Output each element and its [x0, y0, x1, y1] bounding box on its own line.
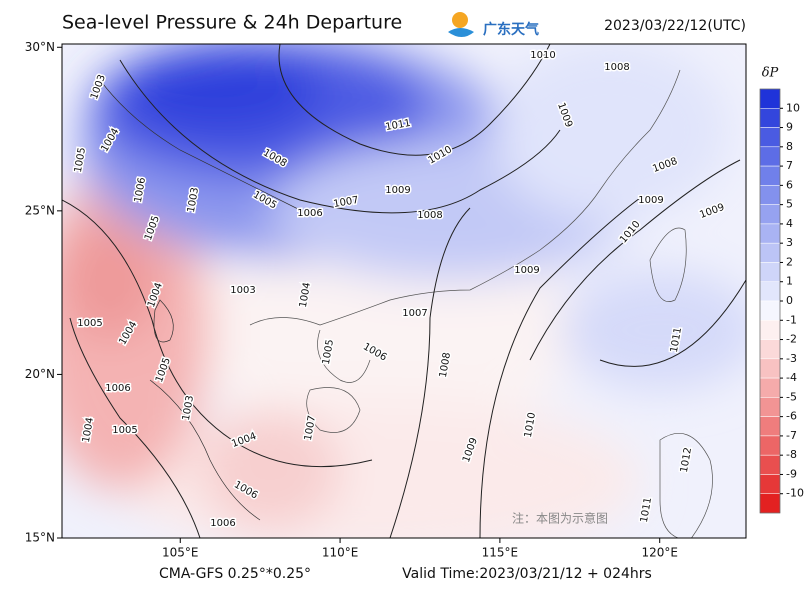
colorbar-tick-label: 2 — [786, 255, 793, 268]
lon-tick-label: 110°E — [322, 546, 359, 560]
colorbar-tick-label: 0 — [786, 294, 793, 307]
colorbar-tick-label: -7 — [786, 429, 797, 442]
footer-model: CMA-GFS 0.25°*0.25° — [159, 566, 311, 582]
colorbar-swatch — [759, 377, 781, 398]
contour-label: 1009 — [514, 265, 539, 276]
lat-tick-label: 15°N — [25, 531, 55, 545]
map-frame — [61, 43, 747, 539]
colorbar-title: δP — [762, 66, 779, 81]
colorbar-swatch — [759, 474, 781, 494]
colorbar-swatch — [759, 435, 781, 456]
colorbar-tick-label: 1 — [786, 275, 793, 288]
lon-tick-label: 120°E — [641, 546, 678, 560]
colorbar-tick-label: -4 — [786, 371, 797, 384]
footer-valid: Valid Time:2023/03/21/12 + 024hrs — [402, 566, 652, 582]
colorbar-tick-label: -9 — [786, 467, 797, 480]
contour-label: 1007 — [402, 308, 427, 319]
colorbar-swatch — [759, 339, 781, 360]
contour-label: 1010 — [530, 50, 555, 61]
colorbar-tick-label: 3 — [786, 236, 793, 249]
colorbar-tick-label: 4 — [786, 217, 793, 230]
colorbar-swatch — [759, 108, 781, 128]
colorbar-swatch — [759, 358, 781, 379]
colorbar-tick-label: -3 — [786, 352, 797, 365]
lon-tick-label: 105°E — [162, 546, 199, 560]
colorbar-tick-label: 5 — [786, 198, 793, 211]
colorbar-tick-label: 8 — [786, 140, 793, 153]
colorbar-tick-label: 6 — [786, 178, 793, 191]
datetime: 2023/03/22/12(UTC) — [604, 18, 746, 34]
colorbar-tick-label: -10 — [786, 487, 804, 500]
lat-tick-label: 25°N — [25, 203, 55, 217]
colorbar-swatch — [759, 242, 781, 263]
colorbar-swatch — [759, 185, 781, 205]
logo: 广东天气 — [448, 12, 539, 38]
colorbar-tick-label: 9 — [786, 121, 793, 134]
contour-label: 1009 — [385, 185, 410, 196]
contour-label: 1003 — [230, 285, 255, 296]
lon-tick-label: 115°E — [482, 546, 519, 560]
contour-label: 1006 — [297, 208, 322, 219]
colorbar-swatch — [759, 127, 781, 148]
contour-label: 1009 — [638, 195, 663, 206]
contour-label: 1008 — [604, 62, 629, 73]
colorbar-swatch — [759, 397, 781, 417]
colorbar-tick-label: 10 — [786, 101, 800, 114]
colorbar-swatch — [759, 88, 781, 109]
contour-label: 1006 — [105, 383, 130, 394]
map-note: 注：本图为示意图 — [512, 511, 608, 526]
colorbar-swatch — [759, 146, 781, 167]
contour-label: 1005 — [112, 425, 137, 436]
colorbar-swatch — [759, 223, 781, 244]
colorbar-swatch — [759, 281, 781, 302]
colorbar-tick-label: -1 — [786, 313, 797, 326]
colorbar-swatch — [759, 454, 781, 475]
colorbar-tick-label: -2 — [786, 333, 797, 346]
colorbar-swatch — [759, 204, 781, 225]
colorbar-swatch — [759, 493, 781, 514]
colorbar-tick-label: -5 — [786, 390, 797, 403]
colorbar-swatch — [759, 165, 781, 186]
colorbar-tick-label: -8 — [786, 448, 797, 461]
colorbar-tick-label: 7 — [786, 159, 793, 172]
lat-tick-label: 20°N — [25, 367, 55, 381]
lat-tick-label: 30°N — [25, 40, 55, 54]
colorbar-swatch — [759, 262, 781, 282]
contour-label: 1006 — [210, 518, 235, 529]
colorbar-swatch — [759, 416, 781, 437]
colorbar-swatch — [759, 320, 781, 340]
contour-label: 1005 — [73, 147, 88, 174]
contour-label: 1005 — [77, 318, 102, 329]
contour-label: 1008 — [417, 210, 442, 221]
logo-text: 广东天气 — [483, 21, 539, 38]
title: Sea-level Pressure & 24h Departure — [62, 12, 402, 34]
colorbar-swatch — [759, 300, 781, 321]
colorbar-tick-label: -6 — [786, 410, 797, 423]
